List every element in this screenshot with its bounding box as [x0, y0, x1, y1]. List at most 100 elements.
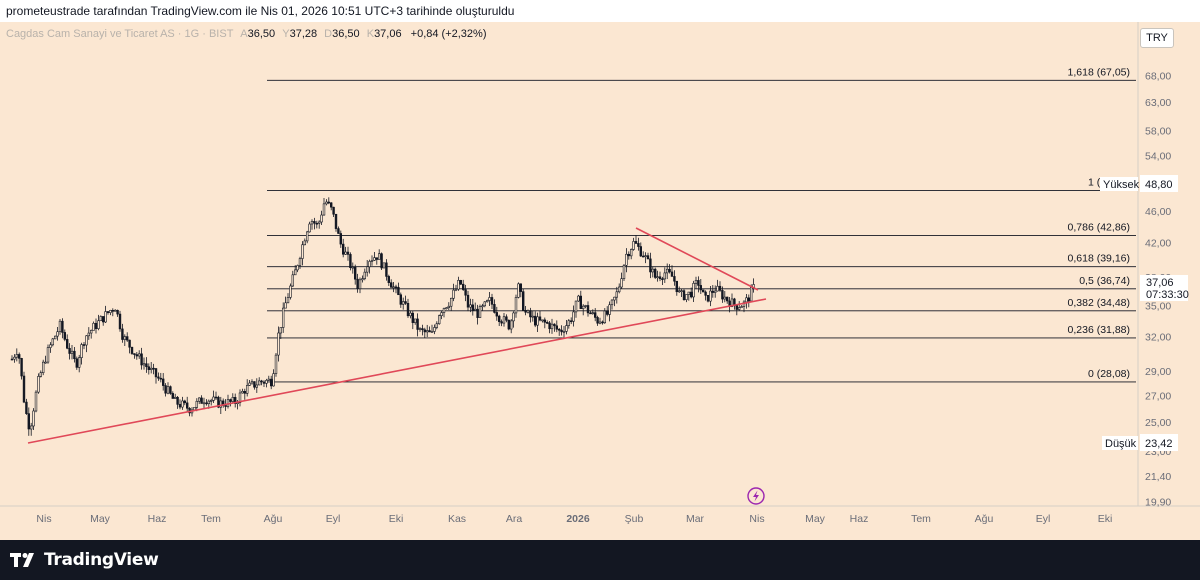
candle-body — [428, 330, 431, 333]
candle-body — [198, 397, 201, 402]
candle-body — [126, 336, 129, 341]
candle-body — [730, 298, 734, 307]
candle-body — [529, 310, 532, 318]
candle-body — [740, 306, 743, 308]
candle-body — [370, 260, 374, 262]
tradingview-logo[interactable]: TradingView — [10, 549, 159, 571]
candle-body — [78, 357, 81, 368]
candle-body — [157, 376, 160, 379]
candle-body — [97, 320, 100, 329]
candle-body — [646, 255, 650, 260]
fib-level-label: 0 (28,08) — [1088, 368, 1130, 380]
candle-body — [593, 312, 597, 318]
candle-body — [418, 328, 422, 330]
candle-body — [437, 315, 441, 325]
candle-body — [601, 321, 604, 324]
candle-body — [625, 253, 628, 266]
time-axis-labels: Nis May Haz Tem Ağu Eyl Eki Kas Ara 2026 Şub Mar Nis… — [36, 513, 1112, 525]
candle-body — [257, 380, 261, 386]
candle-body — [171, 393, 174, 399]
candle-body — [373, 257, 376, 261]
candle-body — [615, 291, 619, 298]
candle-body — [339, 233, 342, 245]
candle-body — [387, 276, 390, 283]
fib-level-label: 0,236 (31,88) — [1068, 324, 1130, 336]
candle-body — [44, 361, 47, 364]
candle-body — [514, 297, 518, 314]
candle-body — [416, 318, 419, 330]
time-axis-label: Eki — [1098, 513, 1113, 525]
candle-body — [589, 312, 592, 315]
time-axis-label: Ara — [506, 513, 523, 525]
chart-frame[interactable]: 1,618 (67,05)1 (48,80)0,786 (42,86)0,618… — [0, 22, 1200, 540]
candle-body — [29, 425, 33, 430]
candle-body — [713, 290, 717, 293]
candle-body — [454, 288, 458, 291]
candle-body — [260, 380, 263, 383]
candle-body — [118, 313, 122, 330]
candle-body — [663, 272, 667, 280]
candle-body — [596, 317, 599, 324]
candle-body — [505, 316, 508, 321]
candle-body — [130, 346, 134, 354]
candle-body — [66, 339, 69, 349]
candle-body — [627, 253, 631, 257]
candle-body — [99, 316, 103, 322]
time-axis-label: Nis — [36, 513, 51, 525]
low-label: Düşük — [1105, 438, 1137, 450]
candle-body — [632, 241, 635, 250]
candle-body — [401, 301, 405, 305]
candle-body — [466, 294, 470, 308]
open-key: A — [240, 28, 248, 40]
ascending-trendline[interactable] — [27, 298, 767, 444]
candle-body — [521, 291, 525, 311]
candle-body — [70, 350, 74, 354]
descending-trendline[interactable] — [635, 227, 759, 291]
candle-body — [670, 271, 674, 277]
price-tick-label: 63,00 — [1145, 97, 1171, 109]
candle-body — [665, 268, 669, 274]
candle-body — [269, 378, 273, 387]
tradingview-logo-text: TradingView — [44, 550, 159, 570]
flash-icon[interactable] — [747, 487, 765, 505]
candle-body — [430, 331, 434, 333]
candle-body — [341, 243, 345, 255]
candle-body — [356, 278, 359, 290]
candle-body — [541, 319, 544, 322]
trendlines[interactable] — [27, 227, 767, 444]
candle-body — [365, 266, 369, 273]
candle-body — [723, 296, 727, 300]
candle-body — [404, 301, 407, 304]
price-tick-label: 27,00 — [1145, 391, 1171, 403]
candle-body — [483, 301, 486, 307]
candle-body — [279, 327, 282, 334]
candle-body — [469, 304, 472, 308]
candle-body — [603, 310, 607, 324]
candle-body — [653, 268, 657, 278]
candle-body — [675, 280, 679, 293]
candle-body — [250, 381, 254, 384]
price-chart[interactable]: 1,618 (67,05)1 (48,80)0,786 (42,86)0,618… — [0, 22, 1200, 540]
candle-body — [322, 203, 326, 216]
candle-body — [315, 222, 318, 225]
candle-body — [238, 392, 242, 403]
candle-body — [385, 262, 388, 277]
candle-body — [656, 276, 659, 279]
candle-body — [53, 335, 57, 340]
candle-body — [716, 285, 719, 292]
candle-body — [512, 312, 515, 322]
candle-body — [680, 290, 683, 292]
candle-body — [274, 354, 278, 374]
candle-body — [457, 280, 460, 290]
candle-body — [447, 305, 450, 308]
candle-body — [361, 278, 364, 281]
fibonacci-levels[interactable]: 1,618 (67,05)1 (48,80)0,786 (42,86)0,618… — [267, 66, 1136, 383]
candle-body — [142, 363, 146, 366]
candle-body — [296, 265, 299, 271]
time-axis-label: Şub — [625, 513, 644, 525]
candle-body — [176, 396, 179, 405]
fib-level-label: 0,786 (42,86) — [1068, 221, 1130, 233]
currency-button[interactable]: TRY — [1140, 28, 1174, 48]
candle-body — [519, 283, 523, 292]
candle-body — [85, 335, 88, 346]
